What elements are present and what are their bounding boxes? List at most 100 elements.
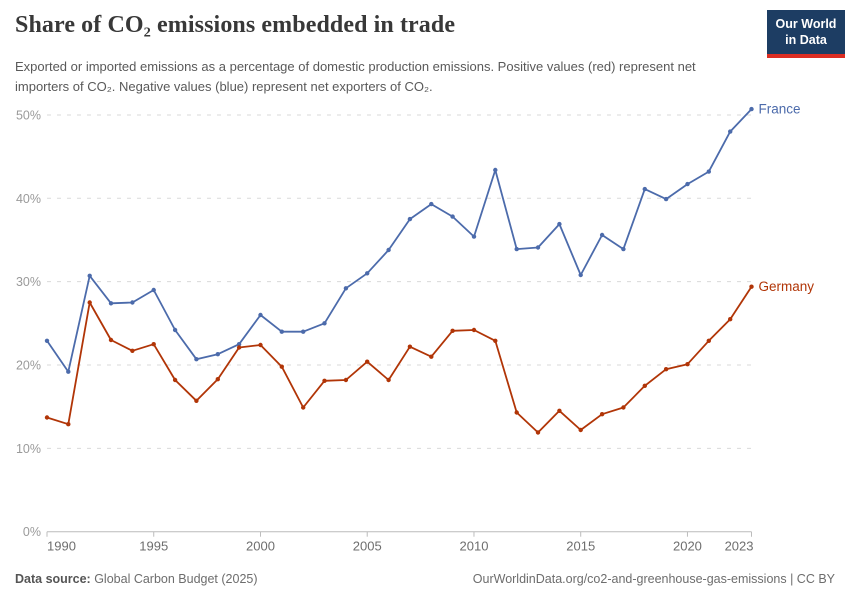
x-axis-label-2023: 2023 — [725, 539, 754, 554]
data-point-france-1999 — [236, 342, 242, 347]
data-point-france-2008 — [429, 201, 434, 207]
owid-logo-line2: in Data — [785, 33, 827, 48]
data-point-france-2010 — [471, 234, 477, 239]
data-point-germany-1993 — [108, 337, 114, 343]
data-point-germany-1991 — [66, 422, 71, 427]
data-point-germany-2010 — [471, 327, 477, 333]
data-point-france-2017 — [621, 246, 626, 252]
data-point-france-2018 — [642, 186, 647, 192]
data-point-france-2000 — [258, 312, 263, 318]
data-point-france-2022 — [728, 129, 733, 134]
data-point-germany-1997 — [194, 398, 199, 403]
y-axis-label-20: 20% — [16, 359, 41, 373]
data-point-france-2004 — [343, 286, 349, 291]
data-point-germany-2018 — [642, 383, 647, 388]
data-point-france-1990 — [44, 338, 50, 343]
data-point-france-2006 — [386, 247, 391, 253]
data-point-germany-2017 — [621, 405, 626, 410]
data-point-france-2019 — [663, 196, 669, 202]
data-point-france-2011 — [493, 167, 498, 173]
series-line-germany — [46, 285, 753, 434]
data-point-germany-2009 — [450, 328, 455, 333]
data-point-germany-2000 — [258, 342, 263, 348]
data-point-france-2001 — [279, 329, 284, 334]
data-point-france-1998 — [215, 352, 220, 357]
data-point-france-2016 — [599, 232, 605, 238]
data-point-germany-2016 — [599, 412, 605, 417]
data-point-germany-2015 — [578, 427, 583, 433]
data-point-germany-2004 — [343, 377, 349, 383]
owid-link[interactable]: OurWorldinData.org/co2-and-greenhouse-ga… — [472, 572, 787, 586]
data-point-france-2021 — [706, 169, 711, 174]
y-axis-label-40: 40% — [16, 192, 41, 206]
data-point-germany-2008 — [429, 354, 434, 359]
data-point-france-1997 — [194, 357, 199, 362]
owid-logo-line1: Our World — [775, 17, 837, 31]
chart-footer: Data source: Global Carbon Budget (2025)… — [15, 572, 835, 586]
data-point-france-1992 — [87, 273, 92, 278]
data-point-france-2005 — [365, 271, 370, 276]
data-point-france-2015 — [578, 272, 583, 278]
data-point-france-2012 — [514, 246, 519, 252]
chart-title: Share of CO₂ emissions embedded in trade — [15, 12, 456, 38]
data-point-france-1995 — [151, 287, 156, 293]
data-point-france-2002 — [301, 329, 306, 334]
data-source-value: Global Carbon Budget (2025) — [90, 572, 258, 586]
data-point-france-2009 — [450, 214, 455, 219]
data-point-germany-2023 — [749, 284, 754, 289]
data-point-germany-2001 — [279, 364, 284, 369]
chart-subtitle: Exported or imported emissions as a perc… — [15, 59, 696, 94]
data-point-france-2014 — [557, 221, 562, 227]
data-point-germany-2012 — [514, 410, 519, 415]
data-point-germany-2003 — [322, 378, 327, 383]
data-point-france-2003 — [322, 321, 327, 326]
x-axis-label-2010: 2010 — [460, 539, 489, 554]
data-point-france-1993 — [108, 301, 114, 306]
data-point-france-2020 — [685, 181, 690, 187]
data-point-germany-1995 — [151, 342, 156, 347]
x-axis-label-1995: 1995 — [139, 539, 168, 554]
data-point-france-1996 — [172, 327, 178, 333]
series-end-label-germany: Germany — [759, 279, 815, 294]
data-point-germany-2002 — [301, 405, 306, 410]
data-point-france-1991 — [66, 369, 71, 374]
data-point-germany-2019 — [663, 367, 669, 372]
data-point-germany-1996 — [172, 377, 178, 383]
data-point-france-2013 — [535, 245, 541, 250]
x-axis-label-1990: 1990 — [47, 539, 76, 554]
y-axis-label-10: 10% — [16, 442, 41, 456]
series-line-france — [46, 108, 753, 373]
data-source-label: Data source: — [15, 572, 91, 586]
x-axis-label-2005: 2005 — [353, 539, 382, 554]
data-point-germany-1999 — [236, 345, 242, 350]
license-text: | CC BY — [786, 572, 835, 586]
footer-attribution: OurWorldinData.org/co2-and-greenhouse-ga… — [473, 572, 835, 586]
data-point-germany-2014 — [557, 408, 562, 413]
data-point-france-1994 — [130, 300, 135, 305]
data-point-germany-2022 — [728, 317, 733, 322]
data-source: Data source: Global Carbon Budget (2025) — [15, 572, 258, 586]
x-axis-label-2000: 2000 — [246, 539, 275, 554]
owid-logo: Our World in Data — [767, 10, 845, 58]
data-point-germany-1990 — [44, 415, 50, 420]
data-point-germany-2005 — [365, 359, 370, 364]
series-end-label-france: France — [759, 102, 801, 117]
data-point-germany-1998 — [215, 377, 220, 382]
y-axis-label-30: 30% — [16, 275, 41, 289]
data-point-germany-1994 — [130, 348, 135, 353]
data-point-germany-2011 — [493, 338, 498, 343]
data-point-germany-1992 — [87, 300, 92, 305]
data-point-germany-2007 — [407, 344, 413, 349]
data-point-france-2023 — [749, 106, 754, 112]
data-point-france-2007 — [407, 216, 413, 222]
data-point-germany-2020 — [685, 362, 690, 367]
x-axis-label-2020: 2020 — [673, 539, 702, 554]
y-axis-label-0: 0% — [23, 525, 41, 539]
data-point-germany-2006 — [386, 377, 391, 383]
data-point-germany-2021 — [706, 338, 711, 343]
data-point-germany-2013 — [535, 430, 541, 435]
y-axis-label-50: 50% — [16, 108, 41, 122]
x-axis-label-2015: 2015 — [566, 539, 595, 554]
